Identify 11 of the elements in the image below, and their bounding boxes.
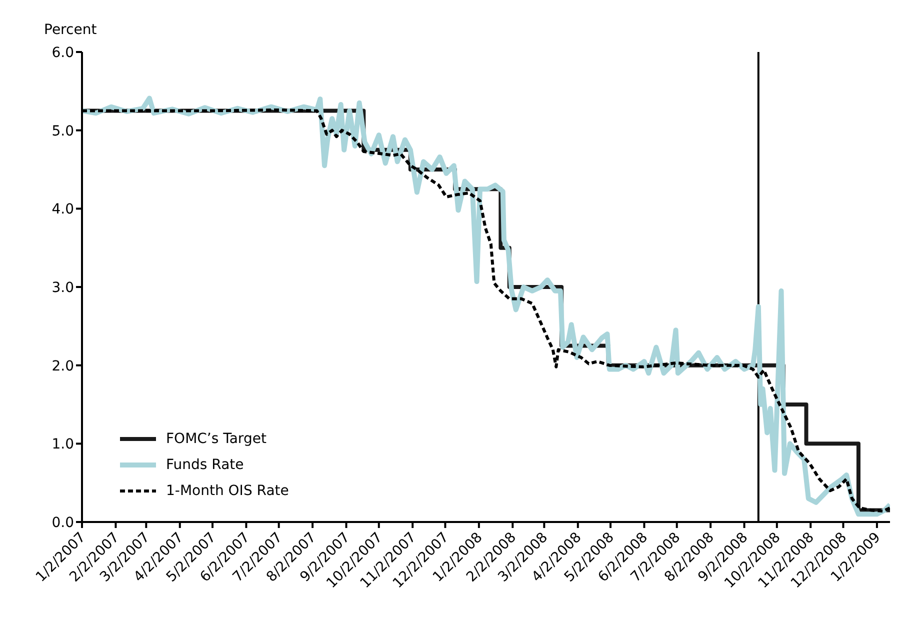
y-tick-label: 4.0 [52,202,74,218]
y-tick-label: 5.0 [52,123,74,140]
y-tick-label: 3.0 [52,280,74,296]
legend-label: Funds Rate [166,457,244,473]
y-tick-label: 0.0 [52,514,74,531]
legend-label: FOMC’s Target [166,431,266,447]
y-tick-label: 2.0 [52,358,74,374]
y-tick-label: 6.0 [52,44,74,61]
y-tick-label: 1.0 [52,436,74,453]
y-axis-title: Percent [44,22,97,38]
legend-label: 1-Month OIS Rate [166,483,289,499]
